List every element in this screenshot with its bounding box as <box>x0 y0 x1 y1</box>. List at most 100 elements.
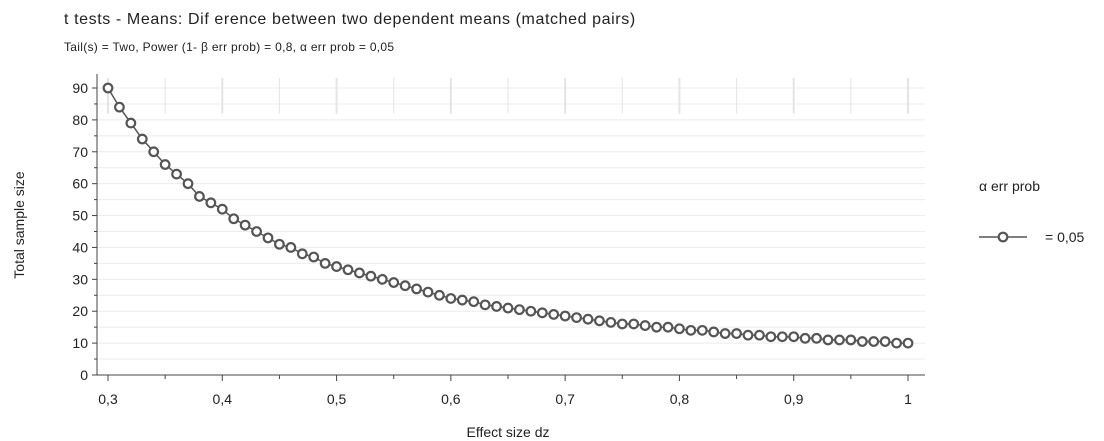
legend-entry-label: = 0,05 <box>1045 229 1085 245</box>
x-axis-ticks: 0,3 0,4 0,5 0,6 0,7 0,8 0,9 1 <box>98 375 912 407</box>
data-point <box>594 315 605 327</box>
data-point <box>148 146 160 158</box>
y-axis-label: Total sample size <box>11 171 27 279</box>
data-point <box>411 283 422 295</box>
data-point <box>228 213 240 225</box>
legend: α err prob = 0,05 <box>979 178 1085 245</box>
data-point <box>331 261 342 272</box>
data-point <box>754 329 765 341</box>
data-point <box>319 257 331 269</box>
data-point <box>811 332 822 344</box>
plot-area <box>102 82 914 349</box>
chart-title: t tests - Means: Dif erence between two … <box>64 11 636 28</box>
data-point <box>285 242 297 253</box>
y-tick-label: 60 <box>72 176 88 192</box>
data-point <box>514 304 525 316</box>
x-tick-label: 0,6 <box>441 391 461 407</box>
data-point <box>399 280 411 292</box>
x-tick-label: 0,3 <box>98 391 118 407</box>
y-tick-label: 70 <box>72 144 88 160</box>
axes <box>96 74 925 376</box>
x-tick-label: 1 <box>904 391 912 407</box>
data-point <box>456 294 468 306</box>
data-point <box>216 203 228 215</box>
y-tick-label: 80 <box>72 112 88 128</box>
legend-title: α err prob <box>979 178 1040 194</box>
y-tick-label: 90 <box>72 80 88 96</box>
data-point <box>799 332 811 344</box>
data-point <box>125 117 137 129</box>
x-axis-label: Effect size dz <box>466 424 549 440</box>
data-point <box>765 331 777 343</box>
data-point <box>662 321 674 333</box>
data-point <box>742 329 754 341</box>
data-point <box>571 312 582 324</box>
data-point <box>365 270 377 282</box>
y-tick-label: 30 <box>72 271 88 287</box>
data-point <box>479 299 491 311</box>
data-point <box>891 337 902 349</box>
data-point <box>834 334 845 346</box>
data-point <box>868 336 880 347</box>
data-point <box>342 264 354 276</box>
data-point <box>434 289 445 301</box>
data-point <box>422 286 434 298</box>
data-point <box>639 320 651 331</box>
chart-subtitle: Tail(s) = Two, Power (1- β err prob) = 0… <box>64 40 395 54</box>
grid-lines <box>97 78 925 360</box>
data-point <box>719 328 731 339</box>
data-point <box>822 334 834 346</box>
data-point <box>171 168 182 180</box>
y-tick-label: 40 <box>72 239 88 255</box>
data-point <box>651 321 662 333</box>
data-point <box>731 328 742 339</box>
data-point <box>776 331 788 343</box>
data-point <box>845 334 857 346</box>
data-point <box>239 219 251 231</box>
x-tick-label: 0,5 <box>327 391 347 407</box>
data-point <box>902 337 914 349</box>
data-point <box>354 267 365 279</box>
data-point <box>616 318 628 330</box>
y-tick-label: 20 <box>72 303 88 319</box>
y-tick-label: 0 <box>80 367 88 383</box>
data-point <box>536 307 548 319</box>
data-point <box>159 159 171 170</box>
y-tick-label: 50 <box>72 208 88 224</box>
data-point <box>296 248 308 260</box>
data-point <box>262 232 274 244</box>
data-point <box>468 296 480 308</box>
y-axis-ticks: 0 10 20 30 40 50 60 70 80 90 <box>72 80 97 383</box>
data-point <box>856 336 868 347</box>
x-tick-label: 0,8 <box>670 391 690 407</box>
x-tick-label: 0,7 <box>555 391 575 407</box>
data-point <box>388 277 400 288</box>
x-tick-label: 0,4 <box>213 391 233 407</box>
data-point <box>445 293 457 304</box>
data-point <box>182 178 194 190</box>
data-point <box>194 191 205 202</box>
data-point <box>525 305 537 317</box>
data-point <box>788 331 800 343</box>
data-point <box>559 310 571 322</box>
data-point <box>582 313 594 325</box>
data-point <box>674 323 685 335</box>
x-tick-label: 0,9 <box>784 391 804 407</box>
data-point <box>548 309 560 320</box>
data-point <box>879 336 891 347</box>
data-point <box>136 133 148 145</box>
data-point <box>605 316 617 328</box>
data-point <box>102 82 114 94</box>
data-point <box>308 251 320 263</box>
data-point <box>114 101 125 113</box>
data-point <box>696 324 708 336</box>
data-point <box>685 324 697 336</box>
data-point <box>502 302 514 314</box>
legend-marker-sample <box>997 231 1009 243</box>
data-point <box>376 273 388 285</box>
y-tick-label: 10 <box>72 335 88 351</box>
data-point <box>628 318 640 330</box>
data-point <box>251 226 262 237</box>
data-point <box>491 301 502 312</box>
